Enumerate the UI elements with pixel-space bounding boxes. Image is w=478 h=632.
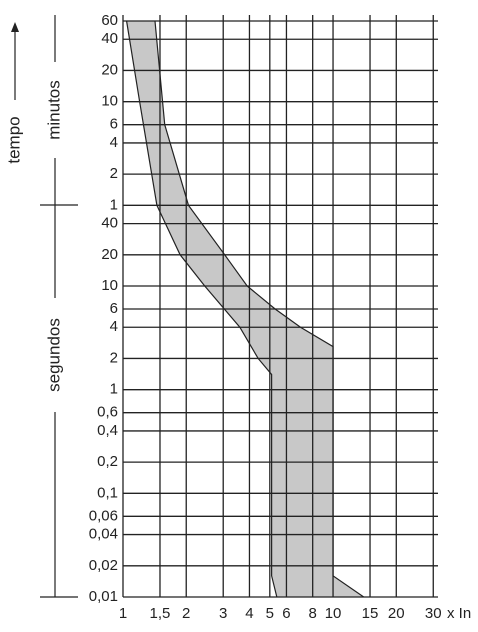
x-tick-label: 30 [425,605,442,622]
x-tick-label: 1,5 [150,605,171,622]
y-tick-label: 0,6 [97,404,118,421]
y-tick-label: 1 [110,381,118,398]
y-tick-label: 0,06 [89,507,118,524]
x-tick-label: 4 [245,605,253,622]
y-tick-label: 2 [110,165,118,182]
y-tick-label: 20 [101,246,118,263]
y-tick-label: 40 [101,30,118,47]
x-tick-label: 1 [119,605,127,622]
y-axis-annotations [11,15,78,598]
y-tick-label: 10 [101,93,118,110]
y-tick-label: 10 [101,277,118,294]
y-axis-label-seconds: segundos [44,318,63,392]
band-edge [154,20,365,598]
y-axis-label-minutes: minutos [44,80,63,140]
x-tick-label: 2 [182,605,190,622]
y-tick-label: 20 [101,61,118,78]
y-tick-label: 4 [110,318,118,335]
x-tick-label: 5 [266,605,274,622]
y-axis-label: tempo [4,116,23,163]
x-tick-label: 20 [388,605,405,622]
band-edge [125,20,278,598]
x-tick-label: 8 [309,605,317,622]
y-tick-label: 6 [110,116,118,133]
y-tick-label: 40 [101,215,118,232]
y-tick-label: 0,4 [97,422,118,439]
y-tick-label: 4 [110,134,118,151]
x-tick-label: 15 [362,605,379,622]
y-tick-label: 0,04 [89,526,118,543]
y-tick-label: 60 [101,12,118,29]
x-tick-label: 10 [325,605,342,622]
y-tick-label: 0,02 [89,557,118,574]
y-tick-label: 0,2 [97,453,118,470]
y-tick-label: 1 [110,196,118,213]
x-tick-label: 6 [282,605,290,622]
y-tick-label: 6 [110,300,118,317]
y-tick-label: 0,1 [97,484,118,501]
arrow-head [11,22,19,32]
y-tick-label: 0,01 [89,588,118,605]
x-axis-label: x In [447,605,471,622]
x-tick-label: 3 [219,605,227,622]
y-tick-label: 2 [110,349,118,366]
